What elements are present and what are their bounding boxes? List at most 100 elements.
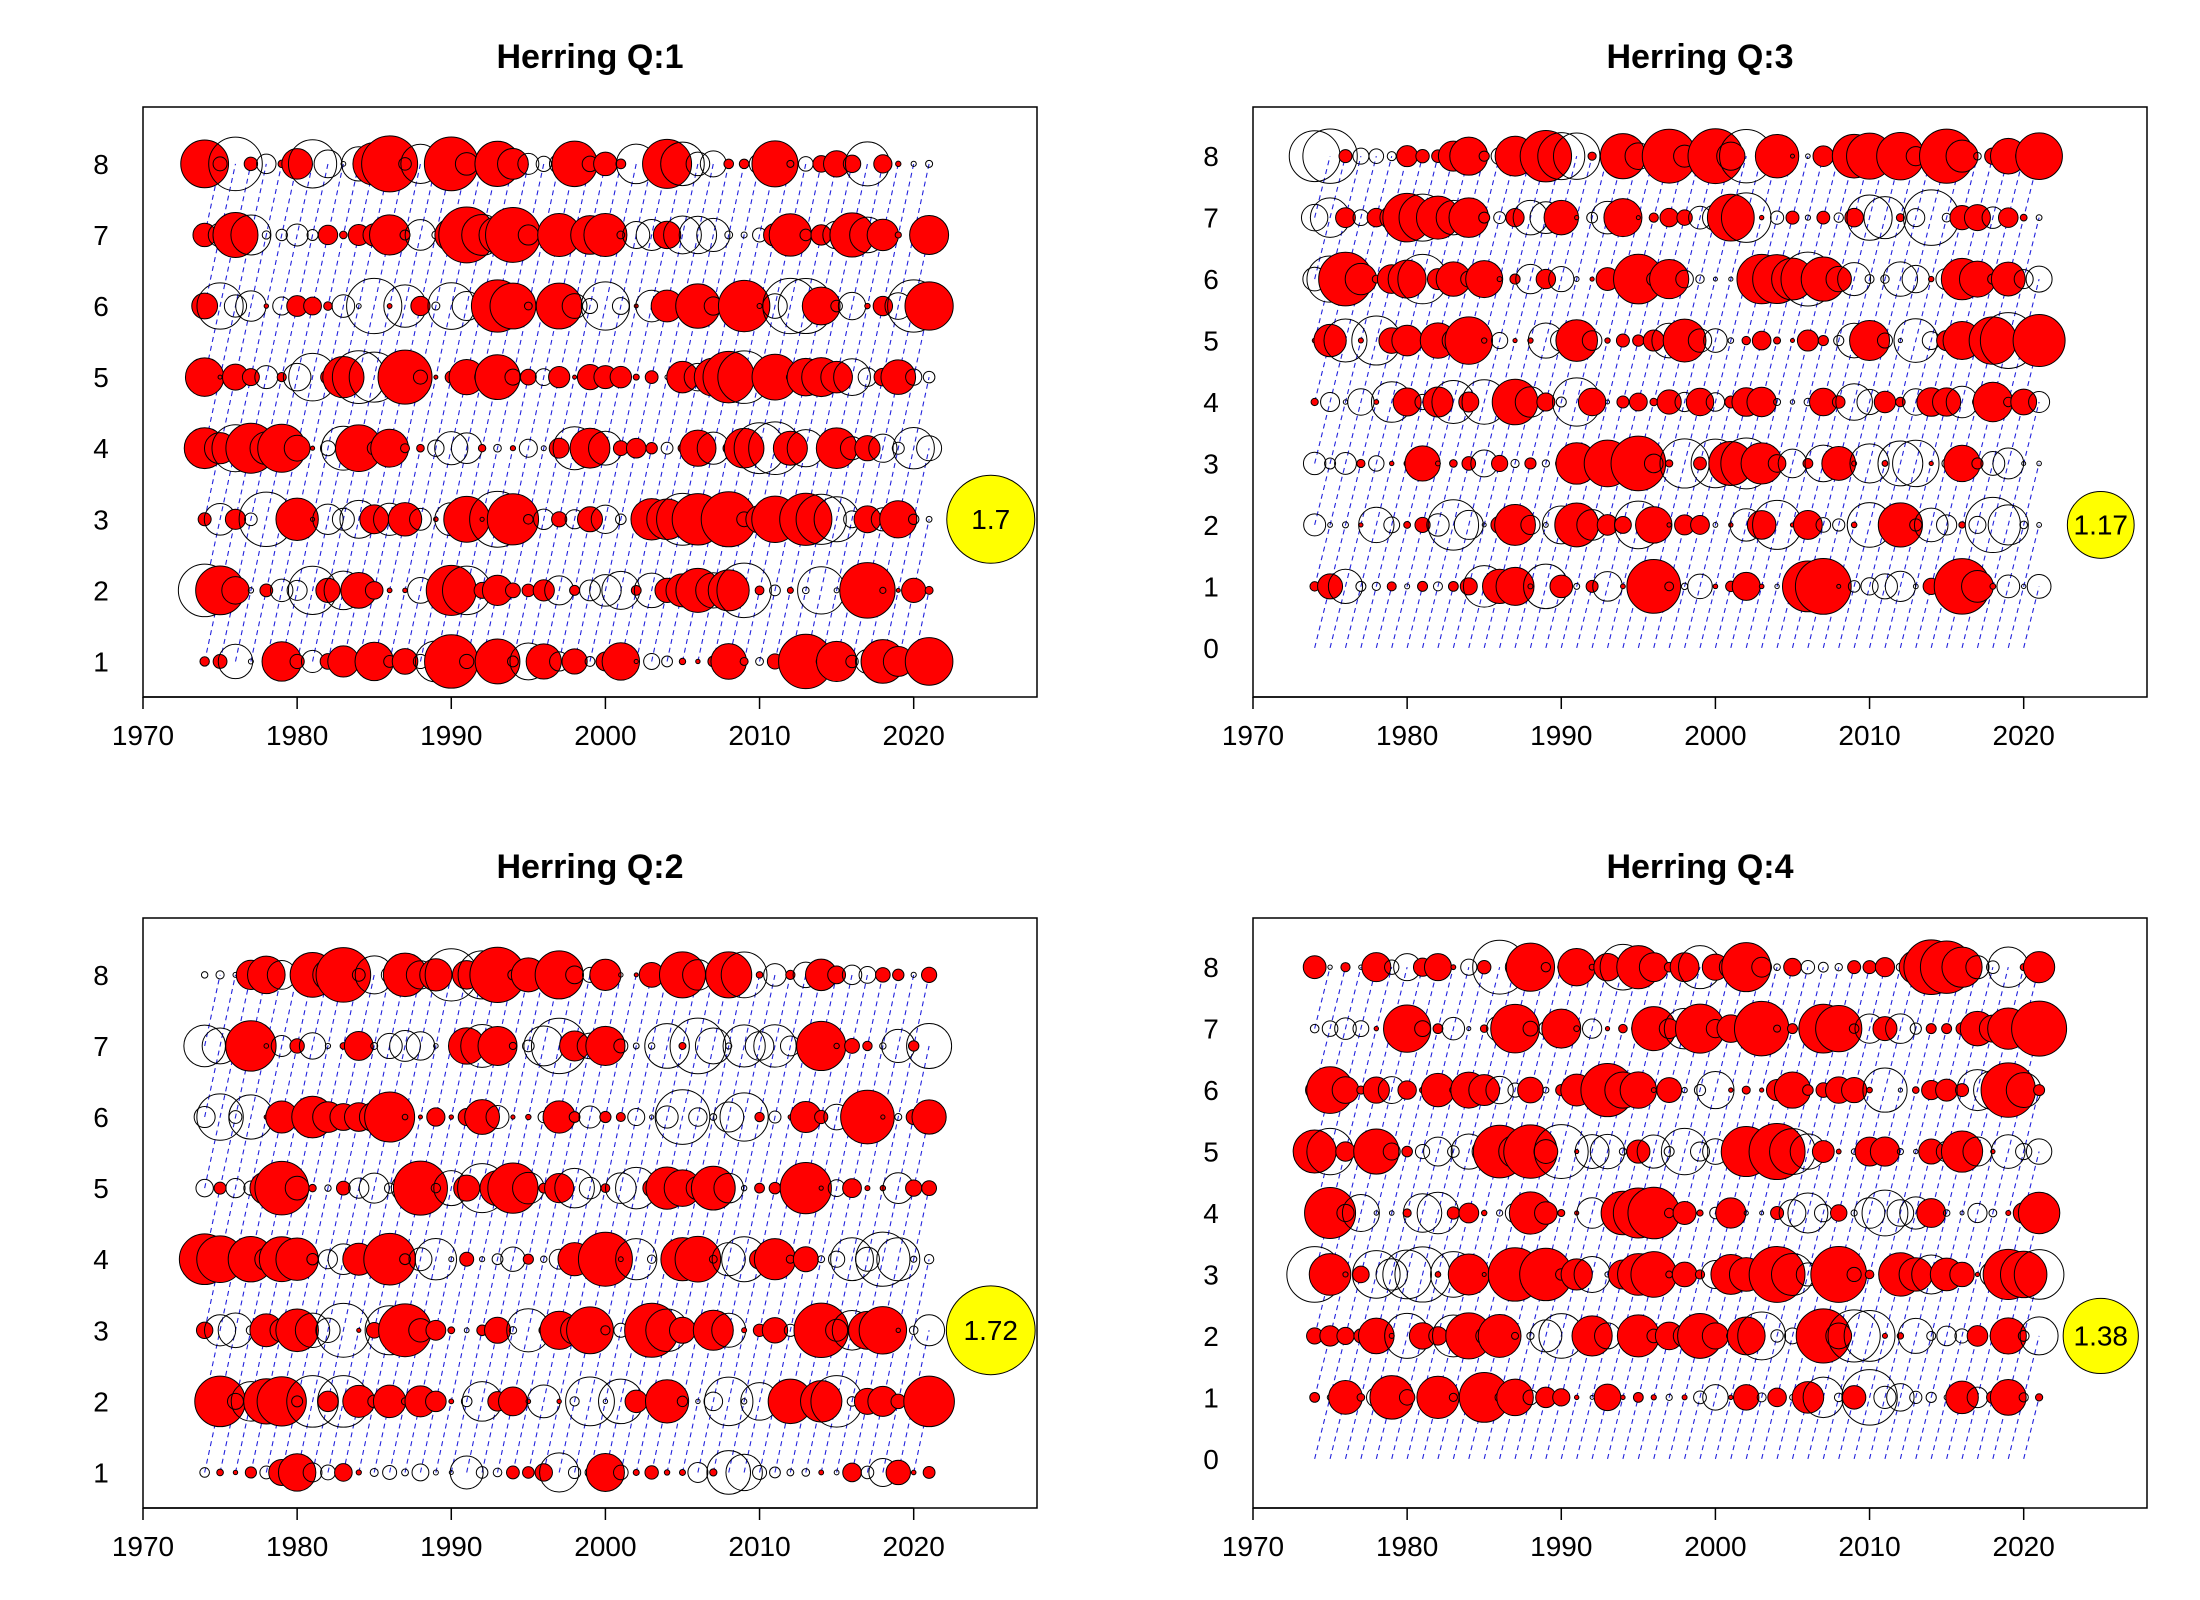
bubble-negative (584, 656, 596, 667)
bubble-negative (646, 1254, 657, 1264)
bubble-positive (1630, 1251, 1678, 1298)
cohort-line (1314, 156, 1362, 341)
bubble-positive (1527, 583, 1534, 590)
bubble-negative (1849, 443, 1890, 484)
bubble-positive (1357, 337, 1364, 344)
bubble-negative (795, 493, 847, 545)
bubble-negative (1884, 570, 1916, 602)
bubble-negative (724, 230, 734, 240)
bubble-negative (1447, 1145, 1460, 1158)
bubble-positive (674, 1235, 722, 1283)
bubble-positive (1446, 1206, 1460, 1220)
bubble-negative (696, 217, 731, 253)
bubble-negative (908, 1325, 919, 1336)
bubble-positive (678, 1041, 687, 1050)
x-axis: 1970 1980 1990 2000 2010 2020 (1222, 1507, 2055, 1562)
bubble-positive (1616, 1314, 1660, 1358)
bubble-positive (675, 283, 721, 329)
bubble-positive (1434, 1271, 1442, 1278)
y-tick-label: 5 (93, 362, 109, 393)
bubble-positive (486, 493, 540, 546)
bubble-positive (433, 374, 439, 380)
bubble-positive (589, 958, 622, 991)
bubble-positive (875, 967, 891, 983)
bubble-positive (632, 1468, 640, 1476)
bubble-positive (1811, 1140, 1835, 1163)
bubble-positive (464, 1099, 501, 1135)
bubble-negative (370, 1041, 379, 1050)
bubble-positive (862, 1040, 873, 1052)
bubble-positive (695, 658, 701, 665)
bubble-positive (1816, 210, 1831, 225)
bubble-negative (315, 1317, 341, 1343)
y-tick-label: 1 (1203, 1382, 1219, 1413)
bubble-positive (1481, 1209, 1488, 1217)
bubble-negative (647, 1042, 656, 1050)
bubble-negative (1605, 399, 1611, 405)
bubble-positive (1940, 1130, 1984, 1173)
y-tick-label: 4 (1203, 387, 1219, 418)
bubble-positive (1849, 320, 1891, 362)
bubble-positive (786, 586, 794, 594)
bubble-positive (1389, 460, 1395, 467)
bubble-negative (1302, 451, 1327, 476)
bubble-positive (1681, 1394, 1688, 1401)
bubble-positive (534, 1463, 553, 1482)
bubble-negative (203, 1314, 237, 1347)
bubble-positive (1444, 316, 1493, 365)
residual-bubbles (1286, 939, 2068, 1426)
bubble-negative (1327, 964, 1333, 970)
bubble-positive (663, 1469, 671, 1476)
bubble-negative (302, 1462, 323, 1483)
bubble-positive (1392, 387, 1422, 417)
bubble-positive (1841, 1385, 1867, 1410)
bubble-positive (1869, 1136, 1901, 1167)
bubble-positive (308, 1183, 317, 1193)
bubble-negative (414, 1238, 458, 1281)
cohort-line (1807, 967, 1932, 1459)
bubble-negative (769, 1466, 781, 1479)
bubble-positive (799, 228, 813, 242)
bubble-positive (1432, 1023, 1444, 1035)
cohort-line (234, 163, 344, 662)
cohort-line (312, 974, 421, 1473)
bubble-negative (1302, 128, 1358, 184)
bubble-positive (1509, 273, 1521, 285)
x-tick-label: 2000 (574, 720, 636, 751)
bubble-positive (1918, 1138, 1945, 1165)
bubble-positive (615, 1112, 626, 1123)
bubble-positive (522, 1466, 535, 1479)
bubble-positive (1877, 502, 1923, 548)
y-tick-label: 0 (1203, 1444, 1219, 1475)
bubble-positive (1989, 1317, 2027, 1355)
bubble-positive (1533, 1139, 1559, 1164)
bubble-positive (1741, 335, 1751, 346)
bubble-negative (1847, 580, 1861, 593)
bubble-negative (1321, 1020, 1339, 1037)
bubble-positive (1911, 1086, 1920, 1094)
bubble-negative (660, 141, 705, 187)
bubble-positive (1304, 1187, 1357, 1239)
bubble-negative (685, 151, 711, 177)
bubble-negative (1327, 522, 1333, 528)
bubble-positive (419, 958, 453, 992)
bubble-positive (1980, 1062, 2036, 1118)
bubble-negative (389, 1030, 421, 1062)
bubble-negative (196, 1093, 244, 1141)
bubble-negative (922, 370, 936, 384)
bubble-positive (1789, 153, 1795, 159)
bubble-positive (359, 504, 390, 535)
bubble-positive (1955, 1083, 1970, 1098)
bubble-positive (448, 1114, 454, 1120)
bubble-positive (825, 1318, 849, 1342)
bubble-negative (405, 1031, 436, 1061)
bubble-positive (761, 1317, 789, 1344)
bubble-positive (1387, 259, 1427, 299)
bubble-positive (569, 584, 581, 596)
bubble-negative (1573, 276, 1580, 282)
cohort-line (1360, 967, 1485, 1459)
bubble-negative (616, 230, 626, 240)
bubble-negative (906, 1022, 953, 1069)
bubble-positive (1935, 1078, 1959, 1102)
bubble-positive (1461, 456, 1477, 471)
